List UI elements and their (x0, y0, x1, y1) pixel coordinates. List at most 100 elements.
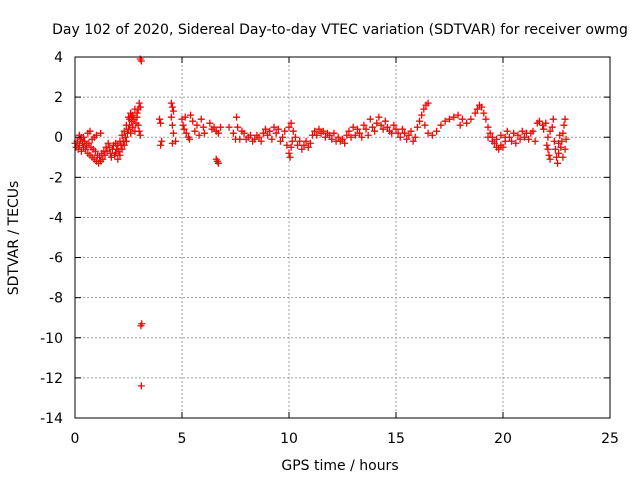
data-point (283, 141, 291, 149)
data-point (118, 131, 126, 139)
y-axis-label: SDTVAR / TECUs (6, 181, 22, 296)
x-tick-label: 15 (387, 431, 405, 447)
data-point (127, 129, 135, 137)
data-points (71, 55, 570, 390)
data-point (135, 99, 143, 107)
data-point (559, 129, 567, 137)
data-point (411, 133, 419, 141)
data-point (156, 115, 164, 123)
data-point (134, 121, 142, 129)
x-tick-label: 10 (280, 431, 298, 447)
data-point (104, 139, 112, 147)
data-point (195, 131, 203, 139)
data-point (514, 131, 522, 139)
data-point (97, 129, 105, 137)
data-point (187, 111, 195, 119)
data-point (85, 139, 93, 147)
data-point (463, 119, 471, 127)
data-point (383, 123, 391, 131)
data-point (134, 105, 142, 113)
data-point (450, 113, 458, 121)
data-point (375, 113, 383, 121)
data-point (486, 129, 494, 137)
data-point (240, 129, 248, 137)
chart-title: Day 102 of 2020, Sidereal Day-to-day VTE… (52, 22, 628, 38)
data-point (499, 143, 507, 151)
data-point (334, 133, 342, 141)
data-point (473, 105, 481, 113)
data-point (234, 123, 242, 131)
data-point (390, 121, 398, 129)
data-point (81, 137, 89, 145)
data-point (484, 123, 492, 131)
data-point (255, 133, 263, 141)
data-point (181, 113, 189, 121)
x-tick-label: 20 (494, 431, 512, 447)
data-point (495, 145, 503, 153)
data-point (364, 131, 372, 139)
data-point (287, 143, 295, 151)
data-point (125, 125, 132, 133)
data-point (413, 123, 421, 131)
data-point (562, 135, 570, 143)
data-point (424, 129, 432, 137)
data-point (518, 127, 526, 135)
data-point (437, 121, 445, 129)
data-point (133, 109, 141, 117)
plot-frame (74, 56, 611, 419)
data-point (420, 105, 428, 113)
data-point (467, 115, 475, 123)
data-point (471, 109, 479, 117)
data-point (285, 123, 293, 131)
data-point (266, 127, 274, 135)
data-point (549, 115, 557, 123)
data-point (157, 119, 165, 127)
data-point (520, 133, 528, 141)
data-point (531, 137, 539, 145)
data-point (544, 145, 552, 153)
data-point (345, 127, 353, 135)
data-point (433, 127, 441, 135)
data-point (543, 141, 551, 149)
data-point (371, 127, 379, 135)
data-point (482, 115, 490, 123)
data-point (116, 137, 124, 145)
data-point (286, 153, 294, 161)
data-point (214, 129, 222, 137)
data-point (546, 127, 554, 135)
data-point (268, 135, 276, 143)
data-point (396, 133, 404, 141)
data-point (114, 155, 122, 163)
data-point (497, 131, 505, 139)
data-point (112, 149, 120, 157)
data-point (294, 141, 302, 149)
x-axis-label: GPS time / hours (281, 458, 398, 474)
data-point (272, 129, 280, 137)
y-tick-label: 4 (54, 50, 63, 66)
data-point (542, 119, 550, 127)
data-point (197, 115, 205, 123)
data-point (388, 129, 396, 137)
data-point (398, 125, 406, 133)
data-point (525, 135, 533, 143)
data-point (546, 155, 554, 163)
data-point (168, 103, 176, 111)
data-point (251, 135, 259, 143)
data-point (560, 121, 568, 129)
data-point (555, 149, 563, 157)
data-point (512, 139, 520, 147)
data-point (403, 135, 411, 143)
data-point (199, 123, 207, 131)
data-point (261, 125, 269, 133)
data-point (441, 117, 449, 125)
data-point (503, 127, 511, 135)
data-point (409, 137, 417, 145)
data-point (129, 123, 137, 131)
data-point (246, 131, 254, 139)
data-point (418, 111, 426, 119)
data-point (167, 99, 175, 107)
data-point (120, 141, 128, 149)
data-point (540, 125, 548, 133)
data-point (99, 155, 107, 163)
